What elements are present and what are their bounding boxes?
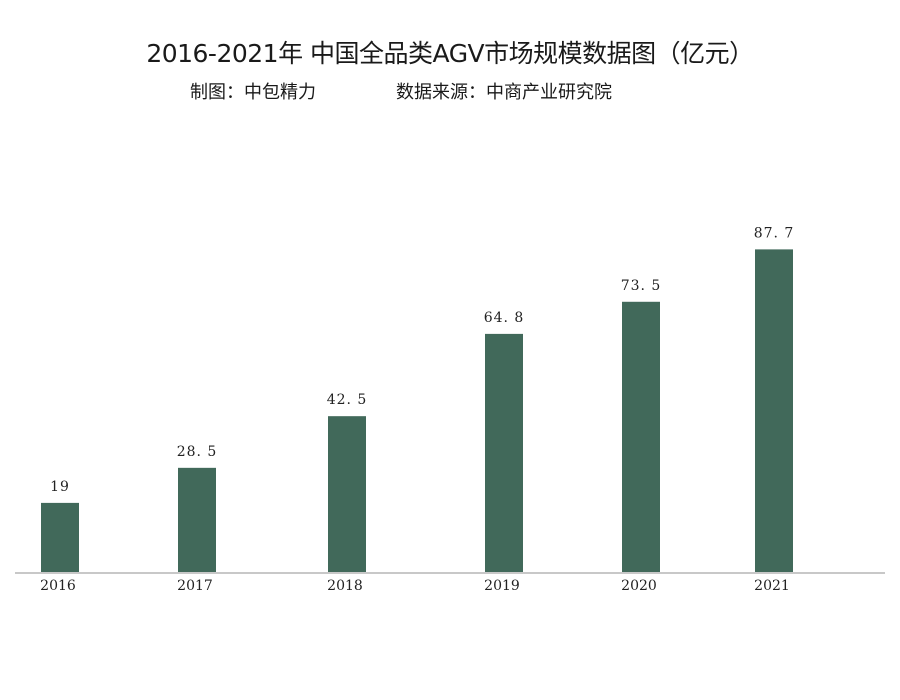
data-label-2021: 87. 7	[754, 225, 795, 241]
bar-2018	[328, 416, 366, 573]
x-tick-2020: 2020	[621, 578, 657, 594]
x-tick-2017: 2017	[177, 578, 213, 594]
x-tick-2021: 2021	[754, 578, 790, 594]
bar-2016	[41, 502, 79, 573]
bar-2021	[755, 249, 793, 573]
chart-credit: 制图：中包精力	[190, 82, 316, 103]
x-tick-2016: 2016	[40, 578, 76, 594]
bar-2020	[622, 301, 660, 573]
bar-2017	[178, 467, 216, 573]
data-label-2017: 28. 5	[177, 444, 218, 460]
chart-source: 数据来源：中商产业研究院	[396, 82, 612, 103]
data-label-2020: 73. 5	[621, 278, 662, 294]
x-tick-2019: 2019	[484, 578, 520, 594]
chart-title: 2016-2021年 中国全品类AGV市场规模数据图（亿元）	[146, 39, 754, 68]
data-label-2019: 64. 8	[484, 310, 525, 326]
bar-2019	[485, 333, 523, 573]
data-label-2018: 42. 5	[327, 392, 368, 408]
x-tick-2018: 2018	[327, 578, 363, 594]
data-label-2016: 19	[50, 479, 70, 495]
